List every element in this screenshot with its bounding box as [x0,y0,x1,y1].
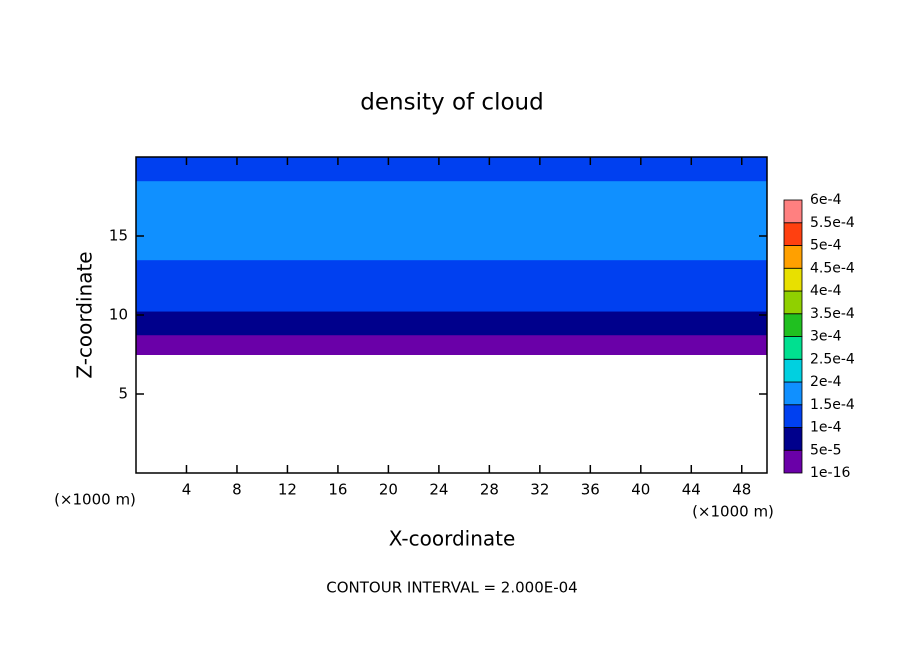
colorbar-swatch [783,336,803,360]
colorbar-label: 5e-5 [810,442,841,458]
x-tick-label: 8 [232,481,242,499]
y-tick-label: 10 [109,306,128,324]
contour-band [136,291,767,304]
contour-band [136,303,767,312]
x-tick-label: 16 [328,481,347,499]
y-axis-label: Z-coordinate [73,251,97,378]
colorbar-label: 1e-4 [810,420,842,436]
colorbar-swatch [783,199,803,224]
contour-band [136,180,767,197]
colorbar-label: 2e-4 [810,374,842,390]
colorbar-swatch [783,313,803,337]
y-tick-label: 5 [118,385,128,403]
colorbar-label: 4e-4 [810,283,842,299]
contour-band [136,318,767,328]
x-axis-label: X-coordinate [389,527,516,551]
colorbar-label: 1e-16 [810,465,850,481]
x-tick-label: 4 [182,481,192,499]
colorbar-swatch [783,358,803,383]
chart-title: density of cloud [360,90,543,116]
x-tick-label: 28 [480,481,499,499]
colorbar-label: 2.5e-4 [810,351,855,367]
colorbar-swatch [783,449,803,474]
x-tick-label: 40 [631,481,650,499]
y-tick-label: 15 [109,227,128,245]
x-tick-label: 48 [732,481,751,499]
x-tick-label: 20 [379,481,398,499]
colorbar-swatch [783,290,803,315]
contour-band [136,212,767,229]
contour-band [136,196,767,213]
contour-band [136,259,767,276]
contour-band [136,228,767,245]
footnote: CONTOUR INTERVAL = 2.000E-04 [326,579,577,597]
contour-band [136,311,767,320]
x-tick-label: 36 [581,481,600,499]
contour-band [136,275,767,292]
contour-band [136,342,767,352]
colorbar-label: 1.5e-4 [810,397,855,413]
colorbar-label: 4.5e-4 [810,260,855,276]
x-tick-label: 32 [530,481,549,499]
colorbar-swatch [783,245,803,269]
contour-band [136,157,767,166]
x-tick-label: 12 [278,481,297,499]
colorbar-label: 5.5e-4 [810,215,855,231]
colorbar-swatch [783,267,803,292]
colorbar-swatch [783,222,803,246]
contour-band [136,164,767,182]
contour-band [136,334,767,344]
colorbar-swatch [783,427,803,451]
colorbar-swatch [783,404,803,428]
colorbar-label: 6e-4 [810,192,842,208]
colorbar-label: 5e-4 [810,238,842,254]
contour-band [136,326,767,336]
x-unit: (×1000 m) [692,503,774,521]
x-tick-label: 24 [429,481,448,499]
contour-band [136,243,767,261]
colorbar-label: 3.5e-4 [810,306,855,322]
colorbar-label: 3e-4 [810,329,842,345]
x-tick-label: 44 [682,481,701,499]
colorbar-swatch [783,381,803,406]
contour-band [136,350,767,355]
y-unit: (×1000 m) [54,491,136,509]
